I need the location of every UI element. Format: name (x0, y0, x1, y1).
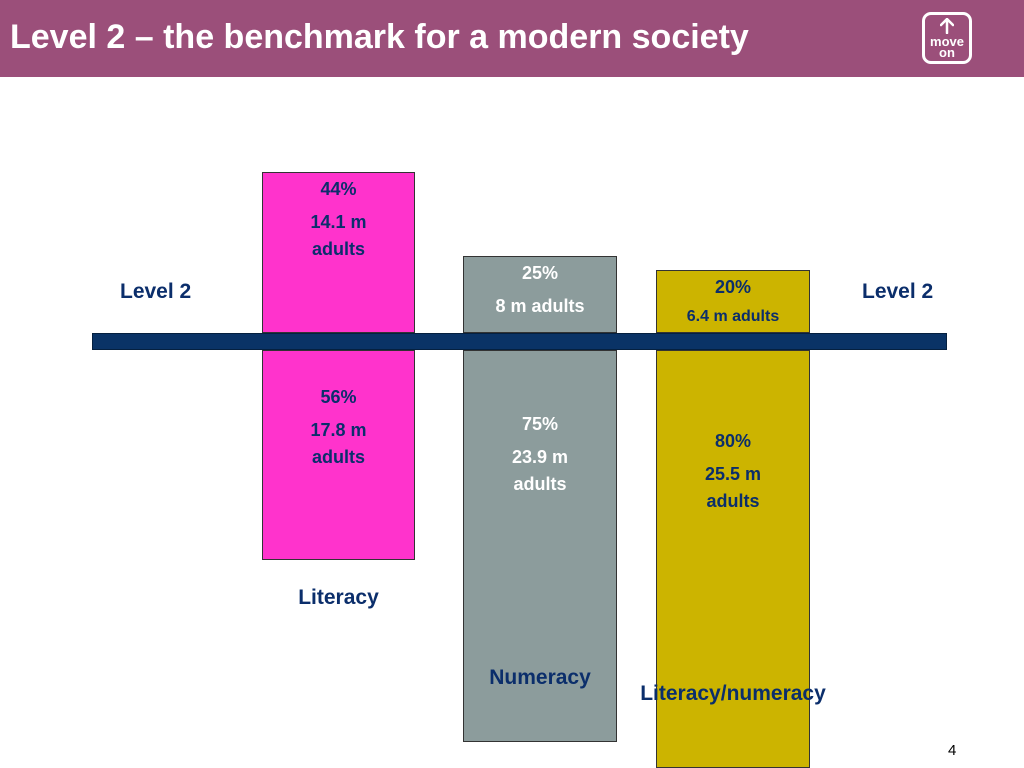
data-label-amount: 6.4 m adults (686, 308, 780, 325)
title-bar: Level 2 – the benchmark for a modern soc… (0, 0, 1024, 77)
data-label-amount: 14.1 m adults (310, 212, 367, 259)
data-label-literacy-numeracy-above: 20% 6.4 m adults (656, 274, 810, 330)
bar-literacy-numeracy-above (656, 270, 810, 333)
level-2-baseline (92, 333, 947, 350)
data-label-pct: 20% (714, 277, 752, 297)
level-2-label-left: Level 2 (120, 280, 192, 303)
bar-literacy-below (262, 350, 415, 560)
category-label-literacy-numeracy: Literacy/numeracy (640, 682, 826, 705)
data-label-pct: 25% (521, 263, 559, 283)
data-label-amount: 25.5 m adults (704, 464, 762, 511)
level-2-label-right: Level 2 (862, 280, 934, 303)
move-on-logo: move on (922, 12, 972, 64)
data-label-literacy-below: 56% 17.8 m adults (262, 384, 415, 471)
bar-numeracy-above (463, 256, 617, 333)
data-label-amount: 17.8 m adults (310, 420, 367, 467)
data-label-literacy-numeracy-below: 80% 25.5 m adults (656, 428, 810, 515)
data-label-pct: 44% (320, 179, 357, 199)
category-label-literacy: Literacy (298, 586, 379, 609)
data-label-pct: 56% (320, 387, 357, 407)
bar-literacy-above (262, 172, 415, 333)
bar-literacy-numeracy-below (656, 350, 810, 768)
logo-text-move: move (930, 34, 964, 49)
data-label-numeracy-above: 25% 8 m adults (463, 260, 617, 320)
data-label-amount: 8 m adults (495, 296, 585, 316)
arrow-up-icon (940, 18, 954, 34)
slide-title: Level 2 – the benchmark for a modern soc… (10, 18, 749, 56)
page-number: 4 (948, 742, 957, 759)
logo-text-on: on (939, 45, 955, 60)
data-label-numeracy-below: 75% 23.9 m adults (463, 411, 617, 498)
data-label-amount: 23.9 m adults (511, 447, 569, 494)
data-label-literacy-above: 44% 14.1 m adults (262, 176, 415, 263)
data-label-pct: 75% (521, 414, 559, 434)
data-label-pct: 80% (714, 431, 752, 451)
bar-numeracy-below (463, 350, 617, 742)
category-label-numeracy: Numeracy (489, 666, 591, 689)
